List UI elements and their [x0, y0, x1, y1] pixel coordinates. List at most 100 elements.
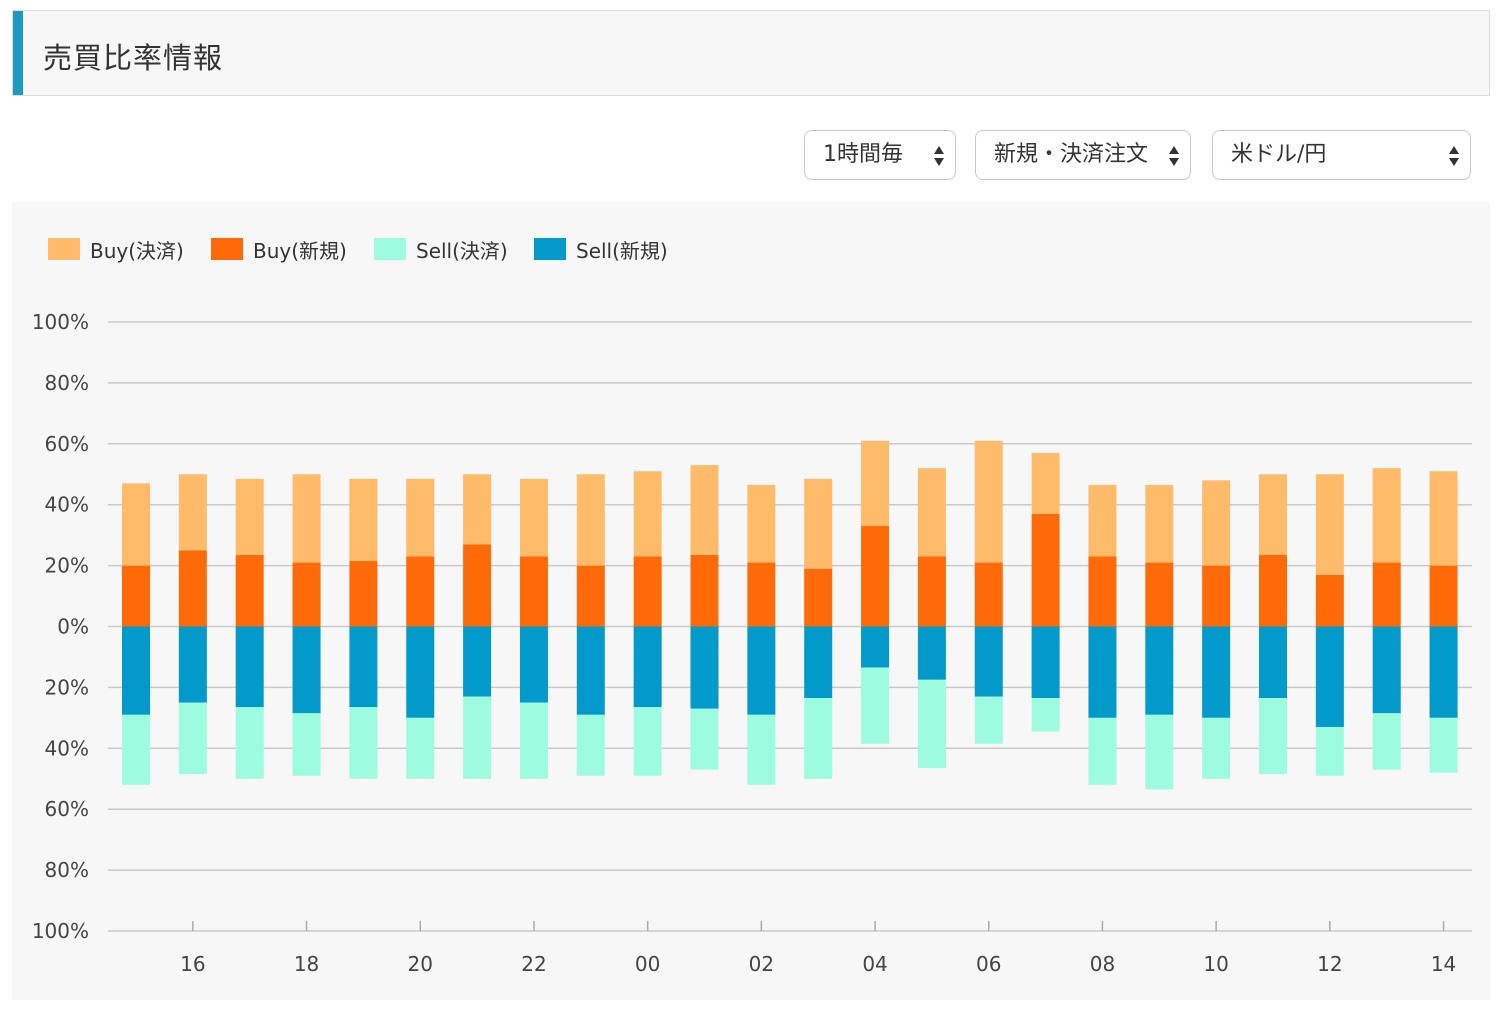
bar-buy-new[interactable]: [576, 565, 605, 627]
bar-buy-close[interactable]: [690, 465, 719, 555]
bar-buy-close[interactable]: [747, 484, 776, 563]
bar-sell-close[interactable]: [917, 679, 946, 769]
bar-sell-new[interactable]: [1315, 626, 1344, 727]
bar-sell-new[interactable]: [235, 626, 264, 708]
bar-buy-close[interactable]: [406, 478, 435, 557]
bar-sell-close[interactable]: [1145, 714, 1174, 790]
bar-buy-close[interactable]: [463, 474, 492, 545]
bar-buy-new[interactable]: [690, 554, 719, 627]
bar-buy-close[interactable]: [917, 468, 946, 557]
bar-sell-close[interactable]: [1259, 698, 1287, 775]
bar-buy-close[interactable]: [122, 483, 150, 566]
bar-buy-new[interactable]: [349, 561, 378, 627]
bar-buy-close[interactable]: [974, 440, 1003, 563]
bar-buy-close[interactable]: [1372, 468, 1401, 563]
bar-sell-close[interactable]: [1202, 717, 1231, 779]
bar-buy-close[interactable]: [235, 478, 264, 555]
bar-sell-close[interactable]: [178, 702, 207, 775]
bar-sell-new[interactable]: [292, 626, 321, 714]
bar-sell-close[interactable]: [292, 713, 321, 776]
bar-buy-new[interactable]: [1315, 574, 1344, 627]
bar-buy-new[interactable]: [804, 568, 833, 627]
bar-buy-new[interactable]: [747, 562, 776, 627]
bar-buy-new[interactable]: [406, 556, 435, 627]
bar-sell-close[interactable]: [1315, 726, 1344, 776]
currency-pair-select[interactable]: 米ドル/円: [1212, 130, 1471, 180]
bar-buy-new[interactable]: [519, 556, 548, 627]
bar-sell-close[interactable]: [974, 696, 1003, 744]
bar-sell-new[interactable]: [633, 626, 662, 708]
bar-sell-new[interactable]: [1088, 626, 1117, 718]
bar-buy-close[interactable]: [633, 471, 662, 557]
bar-buy-new[interactable]: [974, 562, 1003, 627]
legend-item-sell-new[interactable]: Sell(新規): [534, 234, 668, 264]
order-type-select[interactable]: 新規・決済注文: [975, 130, 1191, 180]
bar-buy-new[interactable]: [917, 556, 946, 627]
bar-sell-close[interactable]: [519, 702, 548, 779]
bar-buy-new[interactable]: [1145, 562, 1174, 627]
bar-buy-close[interactable]: [1315, 474, 1344, 575]
bar-sell-new[interactable]: [1259, 626, 1287, 699]
bar-sell-new[interactable]: [1031, 626, 1060, 699]
bar-buy-close[interactable]: [292, 474, 321, 563]
bar-sell-close[interactable]: [861, 667, 890, 744]
bar-sell-close[interactable]: [463, 696, 492, 779]
bar-buy-new[interactable]: [1429, 565, 1458, 627]
bar-buy-close[interactable]: [519, 478, 548, 557]
bar-buy-new[interactable]: [235, 554, 264, 627]
bar-sell-close[interactable]: [747, 714, 776, 785]
bar-buy-close[interactable]: [1145, 484, 1174, 563]
bar-sell-close[interactable]: [235, 707, 264, 779]
bar-sell-close[interactable]: [1429, 717, 1458, 773]
bar-buy-close[interactable]: [804, 478, 833, 569]
bar-buy-new[interactable]: [463, 544, 492, 627]
bar-buy-close[interactable]: [349, 478, 378, 562]
legend-item-buy-close[interactable]: Buy(決済): [48, 234, 184, 264]
bar-buy-new[interactable]: [178, 550, 207, 627]
bar-sell-new[interactable]: [974, 626, 1003, 697]
bar-buy-close[interactable]: [1259, 474, 1287, 555]
legend-item-buy-new[interactable]: Buy(新規): [211, 234, 347, 264]
bar-sell-close[interactable]: [1031, 698, 1060, 732]
bar-sell-close[interactable]: [576, 714, 605, 776]
bar-sell-new[interactable]: [1145, 626, 1174, 715]
bar-buy-new[interactable]: [1372, 562, 1401, 627]
bar-buy-close[interactable]: [1031, 452, 1060, 514]
bar-buy-new[interactable]: [1259, 554, 1287, 627]
bar-sell-new[interactable]: [917, 626, 946, 680]
bar-sell-new[interactable]: [406, 626, 435, 718]
bar-sell-close[interactable]: [690, 708, 719, 770]
legend-item-sell-close[interactable]: Sell(決済): [374, 234, 508, 264]
bar-buy-new[interactable]: [292, 562, 321, 627]
bar-buy-new[interactable]: [122, 565, 150, 627]
bar-buy-new[interactable]: [1202, 565, 1231, 627]
bar-sell-new[interactable]: [1429, 626, 1458, 718]
bar-sell-new[interactable]: [1372, 626, 1401, 714]
bar-sell-close[interactable]: [804, 698, 833, 779]
bar-sell-new[interactable]: [576, 626, 605, 715]
bar-buy-close[interactable]: [178, 474, 207, 551]
bar-buy-close[interactable]: [576, 474, 605, 566]
bar-sell-new[interactable]: [349, 626, 378, 708]
bar-sell-close[interactable]: [1372, 713, 1401, 770]
bar-sell-close[interactable]: [1088, 717, 1117, 785]
bar-sell-new[interactable]: [1202, 626, 1231, 718]
interval-select[interactable]: 1時間毎: [804, 130, 956, 180]
bar-sell-new[interactable]: [122, 626, 150, 715]
bar-sell-new[interactable]: [463, 626, 492, 697]
bar-buy-close[interactable]: [1088, 484, 1117, 557]
bar-sell-new[interactable]: [519, 626, 548, 703]
bar-buy-new[interactable]: [1031, 513, 1060, 627]
bar-sell-new[interactable]: [690, 626, 719, 709]
bar-sell-close[interactable]: [633, 707, 662, 776]
bar-sell-close[interactable]: [122, 714, 150, 785]
bar-sell-new[interactable]: [861, 626, 890, 668]
bar-buy-close[interactable]: [1202, 480, 1231, 566]
bar-buy-close[interactable]: [1429, 471, 1458, 566]
bar-sell-close[interactable]: [349, 707, 378, 779]
bar-buy-new[interactable]: [1088, 556, 1117, 627]
bar-buy-close[interactable]: [861, 440, 890, 527]
bar-buy-new[interactable]: [861, 526, 890, 627]
bar-sell-close[interactable]: [406, 717, 435, 779]
bar-buy-new[interactable]: [633, 556, 662, 627]
